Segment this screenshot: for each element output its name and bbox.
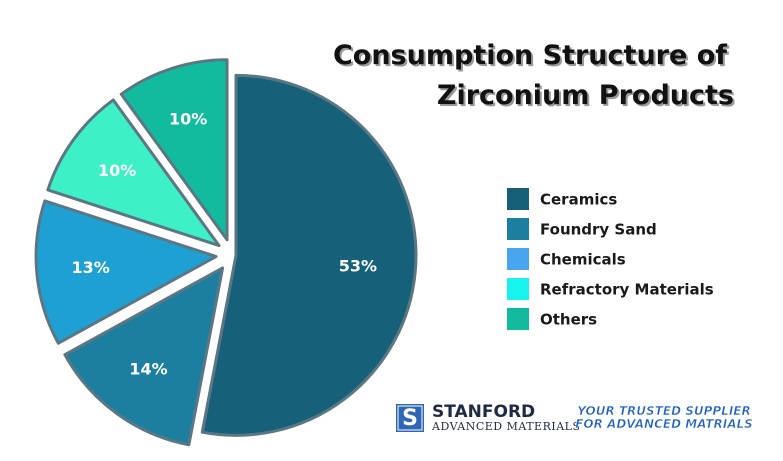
legend-swatch-others — [507, 308, 529, 330]
svg-text:Zirconium Products: Zirconium Products — [439, 82, 736, 113]
legend-swatch-foundry-sand — [507, 218, 529, 240]
legend-label-others: Others — [540, 311, 597, 329]
slogan-line-2: FOR ADVANCED MATRIALS — [575, 417, 753, 431]
legend-label-ceramics: Ceramics — [540, 191, 617, 209]
legend-label-chemicals: Chemicals — [540, 251, 626, 269]
pie-slice-refractory-materials — [46, 98, 221, 248]
brand-name: STANFORD — [432, 402, 535, 422]
pie-slice-ceramics — [200, 73, 418, 437]
chart-title-line-2: Zirconium Products — [437, 80, 734, 111]
legend-swatch-chemicals — [507, 248, 529, 270]
slogan-line-1: YOUR TRUSTED SUPPLIER — [577, 404, 750, 418]
pie-slice-labels: 53% 14% 13% 10% 10% — [71, 109, 377, 378]
legend: Ceramics Foundry Sand Chemicals Refractory … — [507, 188, 714, 330]
pie-slice-others — [119, 58, 229, 242]
slice-label-chemicals: 13% — [71, 258, 109, 277]
slice-label-refractory-materials: 10% — [98, 161, 136, 180]
legend-swatch-ceramics — [507, 188, 529, 210]
slice-label-others: 10% — [169, 109, 207, 128]
chart-title: Consumption Structure of Consumption Str… — [333, 40, 736, 113]
pie-slice-chemicals — [34, 199, 218, 345]
slogan: YOUR TRUSTED SUPPLIER FOR ADVANCED MATRI… — [575, 404, 753, 432]
logo-mark-icon — [396, 404, 424, 432]
legend-swatch-refractory-materials — [507, 278, 529, 300]
slice-label-ceramics: 53% — [339, 256, 377, 275]
stanford-logo: S STANFORD ADVANCED MATERIALS — [396, 402, 580, 433]
svg-text:Consumption Structure of: Consumption Structure of — [335, 42, 729, 73]
pie-slice-foundry-sand — [63, 266, 225, 447]
legend-label-foundry-sand: Foundry Sand — [540, 221, 657, 239]
chart-title-line-1: Consumption Structure of — [333, 40, 727, 71]
pie-slices — [34, 58, 418, 447]
logo-letter: S — [402, 406, 418, 431]
slice-label-foundry-sand: 14% — [129, 359, 167, 378]
legend-label-refractory-materials: Refractory Materials — [540, 281, 714, 299]
brand-subtitle: ADVANCED MATERIALS — [431, 420, 580, 433]
